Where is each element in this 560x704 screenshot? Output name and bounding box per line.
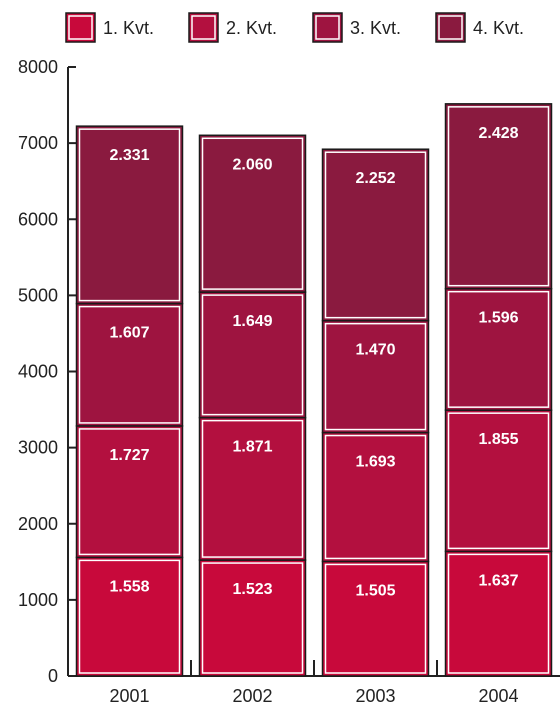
bar-segment-group: 1.523 xyxy=(198,559,307,677)
bar-segment xyxy=(198,559,307,677)
legend-swatch xyxy=(312,12,343,43)
data-label: 1.523 xyxy=(232,581,272,598)
y-tick-label: 8000 xyxy=(18,57,58,77)
data-label: 1.649 xyxy=(232,313,272,330)
bar-segment-inner-border xyxy=(324,434,427,560)
legend-item: 3. Kvt. xyxy=(312,12,401,43)
data-label: 1.505 xyxy=(355,582,395,599)
legend-item: 1. Kvt. xyxy=(65,12,154,43)
bar-segment-inner-border xyxy=(201,294,304,416)
legend-swatch xyxy=(435,12,466,43)
y-tick-label: 3000 xyxy=(18,438,58,458)
bar-segment-inner-border xyxy=(78,128,181,302)
data-label: 2.060 xyxy=(232,156,272,173)
bar-segment-group: 1.596 xyxy=(444,287,553,411)
bar-segment xyxy=(75,125,184,305)
bar-segment xyxy=(444,409,553,553)
data-label: 1.693 xyxy=(355,454,395,471)
bar-segment xyxy=(198,291,307,419)
bar-segment-inner-border xyxy=(201,562,304,674)
bar-segment-inner-border xyxy=(324,151,427,319)
bar-segment-group: 2.252 xyxy=(321,148,430,322)
y-tick-label: 1000 xyxy=(18,590,58,610)
bar-segment xyxy=(75,302,184,427)
legend: 1. Kvt. 2. Kvt. 3. Kvt. 4. Kvt. xyxy=(65,12,524,43)
bar-segment-group: 1.871 xyxy=(198,416,307,561)
y-tick-label: 6000 xyxy=(18,209,58,229)
bar-segment-group: 1.693 xyxy=(321,431,430,563)
bar-segment-inner-border xyxy=(447,412,550,550)
bar-segment xyxy=(444,550,553,677)
y-tick-label: 7000 xyxy=(18,133,58,153)
y-tick-label: 4000 xyxy=(18,362,58,382)
bar-segment xyxy=(321,319,430,434)
bar-segment-inner-border xyxy=(324,563,427,674)
bar-segment-group: 1.607 xyxy=(75,302,184,427)
bar-segment-group: 1.637 xyxy=(444,550,553,677)
bar-segment xyxy=(444,287,553,411)
bar-segment-group: 1.505 xyxy=(321,560,430,677)
bar-segment-inner-border xyxy=(447,106,550,287)
bar-segment-inner-border xyxy=(324,322,427,431)
bar-segment-inner-border xyxy=(78,428,181,556)
bar-segment-group: 1.558 xyxy=(75,556,184,677)
bar-segment-group: 2.331 xyxy=(75,125,184,305)
bar-segment-group: 2.060 xyxy=(198,134,307,293)
data-label: 1.607 xyxy=(109,325,149,342)
bar-segment-group: 1.470 xyxy=(321,319,430,434)
bar-segment xyxy=(321,560,430,677)
x-tick-label: 2002 xyxy=(232,686,272,704)
legend-label: 2. Kvt. xyxy=(226,18,277,38)
bar-segment xyxy=(75,556,184,677)
data-label: 1.871 xyxy=(232,439,272,456)
legend-item: 4. Kvt. xyxy=(435,12,524,43)
data-label: 1.855 xyxy=(478,431,518,448)
y-axis: 0 1000 2000 3000 4000 5000 6000 7000 8000 xyxy=(18,57,76,686)
bar-segment xyxy=(198,134,307,293)
legend-label: 4. Kvt. xyxy=(473,18,524,38)
x-tick-label: 2001 xyxy=(109,686,149,704)
y-tick-label: 5000 xyxy=(18,285,58,305)
bar-segment-inner-border xyxy=(201,137,304,290)
data-label: 2.331 xyxy=(109,147,149,164)
data-label: 1.596 xyxy=(478,310,518,327)
bar-segment-group: 1.727 xyxy=(75,425,184,559)
legend-item: 2. Kvt. xyxy=(188,12,277,43)
data-label: 2.252 xyxy=(355,170,395,187)
legend-swatch-inner-border xyxy=(315,15,340,40)
bar-segment-inner-border xyxy=(201,419,304,558)
y-tick-label: 2000 xyxy=(18,514,58,534)
legend-swatch-inner-border xyxy=(68,15,93,40)
bar-segment-inner-border xyxy=(78,559,181,674)
data-label: 1.470 xyxy=(355,342,395,359)
bar-segment xyxy=(444,103,553,290)
data-label: 2.428 xyxy=(478,125,518,142)
data-label: 1.637 xyxy=(478,572,518,589)
legend-swatch-inner-border xyxy=(191,15,216,40)
bar-segment xyxy=(321,431,430,563)
legend-swatch xyxy=(188,12,219,43)
bar-segment-group: 1.649 xyxy=(198,291,307,419)
y-tick-label: 0 xyxy=(48,666,58,686)
x-tick-label: 2003 xyxy=(355,686,395,704)
bar-segment-group: 2.428 xyxy=(444,103,553,290)
legend-swatch xyxy=(65,12,96,43)
legend-label: 1. Kvt. xyxy=(103,18,154,38)
bar-segment xyxy=(321,148,430,322)
bar-segment-group: 1.855 xyxy=(444,409,553,553)
legend-swatch-inner-border xyxy=(438,15,463,40)
data-label: 1.558 xyxy=(109,578,149,595)
legend-label: 3. Kvt. xyxy=(350,18,401,38)
bar-segment xyxy=(75,425,184,559)
data-label: 1.727 xyxy=(109,447,149,464)
bar-segment-inner-border xyxy=(78,305,181,424)
bar-segment-inner-border xyxy=(447,290,550,408)
bar-segment-inner-border xyxy=(447,553,550,674)
x-tick-label: 2004 xyxy=(478,686,518,704)
bars: 1.558 1.727 1.607 2.331 1.523 1.871 1.649 2.060… xyxy=(75,103,553,677)
